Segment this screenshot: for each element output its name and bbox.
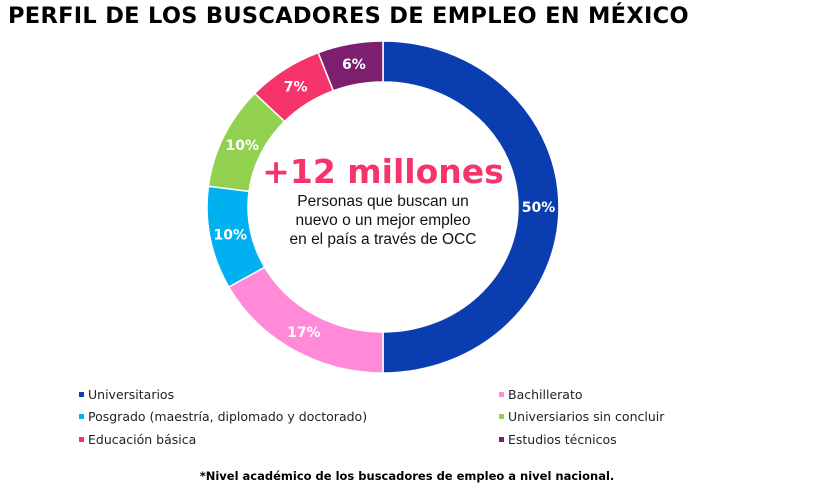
headline-value: +12 millones (262, 152, 504, 191)
donut-slice (317, 40, 384, 92)
legend-swatch (499, 437, 504, 442)
chart-title: PERFIL DE LOS BUSCADORES DE EMPLEO EN MÉ… (8, 3, 689, 29)
slice-value-label: 17% (287, 325, 321, 341)
legend-swatch (79, 414, 84, 419)
legend-label: Universitarios (88, 387, 175, 402)
legend-item-bachillerato: Bachillerato (499, 387, 583, 402)
legend-item-sin-concluir: Universiarios sin concluir (499, 409, 664, 424)
donut-slice (382, 40, 560, 374)
center-subtitle-line: nuevo o un mejor empleo (295, 212, 471, 229)
center-subtitle-line: Personas que buscan un (297, 193, 469, 210)
legend-item-estudios-tecnicos: Estudios técnicos (499, 432, 617, 447)
legend-swatch (499, 392, 504, 397)
legend-label: Universiarios sin concluir (508, 409, 665, 424)
legend-label: Educación básica (88, 432, 197, 447)
slice-value-label: 10% (226, 138, 260, 154)
legend-label: Estudios técnicos (508, 432, 617, 447)
legend-item-posgrado: Posgrado (maestría, diplomado y doctorad… (79, 409, 367, 424)
slice-value-label: 50% (522, 200, 556, 216)
center-callout: +12 millones Personas que buscan un nuev… (248, 152, 518, 249)
donut-slice (227, 266, 384, 374)
legend-swatch (79, 392, 84, 397)
legend-label: Bachillerato (508, 387, 583, 402)
legend-label: Posgrado (maestría, diplomado y doctorad… (88, 409, 368, 424)
legend-item-educacion-basica: Educación básica (79, 432, 196, 447)
footnote: *Nivel académico de los buscadores de em… (199, 469, 615, 483)
legend-swatch (499, 414, 504, 419)
legend-item-universitarios: Universitarios (79, 387, 174, 402)
legend-swatch (79, 437, 84, 442)
slice-value-label: 6% (342, 57, 366, 73)
slice-value-label: 7% (284, 80, 308, 96)
slice-value-label: 10% (213, 227, 247, 243)
center-subtitle-line: en el país a través de OCC (289, 231, 477, 248)
